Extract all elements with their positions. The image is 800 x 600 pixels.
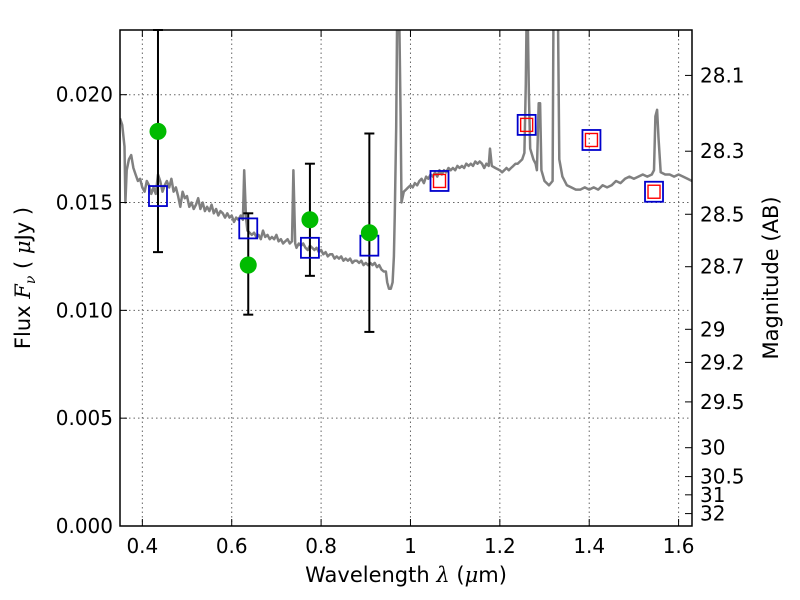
x-axis: 0.4 0.6 0.8 1 1.2 1.4 1.6 (126, 30, 695, 558)
model-photometry-marker (516, 113, 537, 136)
y-axis-label: Flux Fν ( μJy ) (11, 207, 39, 349)
observed-flux-point (360, 224, 378, 242)
x-tick-label: 1.6 (663, 534, 695, 558)
model-photometry-inner-marker (584, 132, 599, 148)
y-tick-label: 0.005 (56, 406, 113, 430)
magnitude-tick-label: 28.7 (700, 255, 745, 279)
magnitude-tick-label: 32 (700, 502, 725, 526)
magnitude-axis-label: Magnitude (AB) (759, 196, 783, 359)
x-tick-label: 0.4 (126, 534, 158, 558)
observed-flux-point (239, 256, 257, 274)
x-tick-label: 1 (404, 534, 417, 558)
model-photometry-marker (644, 180, 664, 203)
observed-flux-point (301, 211, 319, 229)
magnitude-tick-label: 31 (700, 483, 725, 507)
magnitude-tick-label: 28.5 (700, 202, 745, 226)
magnitude-tick-label: 30 (700, 436, 725, 460)
y-tick-label: 0.010 (56, 298, 113, 322)
y-axis: 0.000 0.005 0.010 0.015 0.020 (56, 83, 127, 538)
grid-lines (120, 30, 692, 527)
x-tick-label: 0.6 (216, 534, 248, 558)
magnitude-tick-label: 30.5 (700, 465, 745, 489)
y-tick-label: 0.015 (56, 191, 113, 215)
model-photometry-marker (581, 129, 602, 151)
magnitude-tick-label: 29.2 (700, 350, 745, 374)
model-photometry-marker (300, 236, 320, 259)
model-photometry-marker (429, 170, 450, 192)
model-photometry-marker (238, 217, 259, 240)
x-tick-label: 1.2 (484, 534, 516, 558)
x-tick-label: 0.8 (305, 534, 337, 558)
model-spectrum-line (120, 30, 692, 291)
magnitude-tick-label: 28.3 (700, 139, 745, 163)
y-tick-label: 0.000 (56, 514, 113, 538)
model-photometry-marker (148, 185, 168, 207)
magnitude-tick-label: 28.1 (700, 63, 745, 87)
y-tick-label: 0.020 (56, 83, 113, 107)
plot-area (120, 29, 692, 333)
magnitude-tick-label: 29.5 (700, 390, 745, 414)
observed-flux-point (149, 122, 167, 140)
plot-frame (119, 29, 693, 527)
model-photometry-inner-marker (647, 184, 661, 199)
model-photometry-inner-marker (432, 173, 447, 189)
x-tick-label: 1.4 (573, 534, 605, 558)
model-photometry-inner-marker (519, 117, 534, 133)
magnitude-tick-label: 29 (700, 317, 725, 341)
x-axis-label: Wavelength λ (μm) (305, 563, 507, 587)
